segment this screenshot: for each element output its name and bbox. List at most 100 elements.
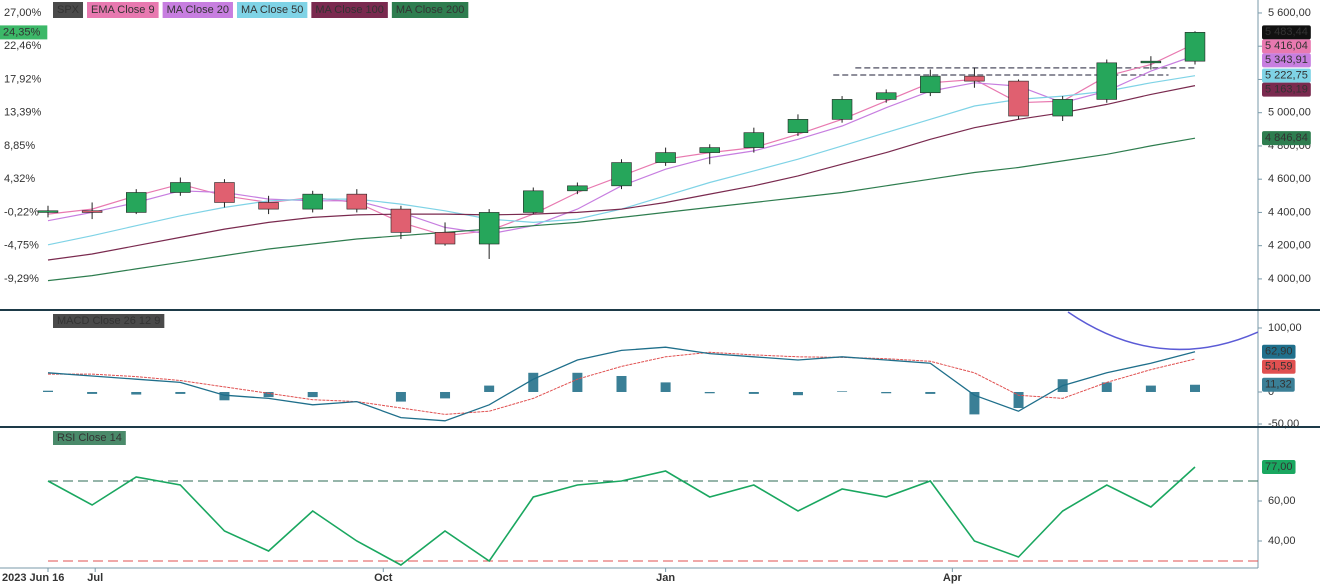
panel-title-bg [53, 431, 126, 445]
last-value-label: 5 163,19 [1265, 84, 1308, 96]
change-badge-bg [0, 25, 48, 40]
candle-body [655, 152, 676, 163]
last-value-label: 5 343,91 [1265, 54, 1308, 66]
candle-body [743, 132, 765, 148]
last-value-label: 5 483,44 [1265, 26, 1308, 38]
candle-body [920, 75, 941, 94]
candle-body [523, 190, 544, 213]
histogram-bar [219, 391, 230, 401]
legend-entry: SPX [57, 4, 80, 16]
histogram-bar [1145, 385, 1156, 392]
y-tick-label: 40,00 [1268, 535, 1296, 547]
histogram-bar [528, 372, 539, 392]
y2-tick-label: 17,92% [4, 73, 42, 85]
candle-body [1008, 80, 1029, 117]
histogram-bar [660, 382, 671, 392]
last-value-label-bg [1262, 82, 1311, 97]
candle-body [875, 92, 897, 100]
macd-line [47, 346, 1196, 422]
histogram-bar [837, 391, 848, 392]
candle-body [302, 193, 323, 210]
ma-line [47, 137, 1196, 282]
x-tick-label: Jul [87, 572, 103, 584]
panel-title-bg [53, 314, 165, 328]
histogram-bar [87, 391, 98, 394]
last-value-label-bg [1262, 344, 1296, 359]
legend-entry: EMA Close 9 [91, 4, 155, 16]
histogram-bar [395, 391, 406, 402]
drawing-arc [1067, 311, 1258, 351]
candle-body [699, 147, 720, 153]
last-value-label: 51,59 [1265, 361, 1293, 373]
last-value-label-bg [1262, 68, 1311, 83]
histogram-bar [881, 391, 892, 394]
candle-body [831, 99, 853, 120]
panel-title: RSI Close 14 [57, 432, 122, 444]
y-tick-label: 4 400,00 [1268, 206, 1311, 218]
histogram-bar [131, 391, 142, 395]
histogram-bar [925, 391, 936, 394]
histogram-bar [704, 391, 715, 394]
y2-tick-label: -0,22% [4, 206, 39, 218]
candle-body [258, 202, 279, 210]
y2-tick-label: -4,75% [4, 240, 39, 252]
histogram-bar [307, 391, 318, 398]
legend-entry: MA Close 20 [167, 4, 229, 16]
y2-tick-label: 8,85% [4, 140, 35, 152]
last-value-label-bg [1262, 359, 1296, 374]
y-tick-label: 4 200,00 [1268, 240, 1311, 252]
histogram-bar [1190, 384, 1200, 392]
candle-body [964, 75, 985, 82]
legend-bg [87, 2, 159, 18]
histogram-bar [175, 391, 186, 394]
candle-body [37, 210, 59, 213]
candle-body [1096, 62, 1117, 100]
legend-entry: MA Close 50 [241, 4, 303, 16]
y-tick-label: -50,00 [1268, 418, 1299, 430]
histogram-bar [1101, 382, 1112, 392]
legend-bg [162, 2, 233, 18]
last-value-label-bg [1262, 460, 1296, 474]
y-tick-label: 0 [1268, 386, 1274, 398]
y-tick-label: 60,00 [1268, 495, 1296, 507]
y2-tick-label: 22,46% [4, 40, 42, 52]
candle-body [81, 210, 103, 213]
histogram-bar [792, 391, 803, 396]
candle-body [1052, 99, 1073, 117]
y2-tick-label: 27,00% [4, 7, 42, 19]
y2-tick-label: -9,29% [4, 273, 39, 285]
last-value-label-bg [1262, 25, 1311, 40]
last-value-label: 5 416,04 [1265, 40, 1308, 52]
candle-body [611, 162, 632, 187]
y2-tick-label: 13,39% [4, 107, 42, 119]
histogram-bar [440, 391, 451, 399]
last-value-label: 11,32 [1265, 379, 1292, 391]
candle-body [214, 182, 235, 203]
last-value-label-bg [1262, 53, 1311, 68]
x-tick-label: Apr [943, 572, 963, 584]
ma-line [47, 85, 1196, 261]
last-value-label-bg [1262, 377, 1295, 392]
histogram-bar [748, 391, 759, 394]
x-tick-label: Jan [656, 572, 675, 584]
legend-bg [53, 2, 84, 18]
histogram-bar [1013, 391, 1024, 408]
histogram-bar [43, 390, 53, 392]
candle-body [1140, 60, 1162, 64]
histogram-bar [616, 375, 627, 392]
y-tick-label: 4 600,00 [1268, 173, 1311, 185]
y2-tick-label: 4,32% [4, 173, 35, 185]
y-tick-label: 4 000,00 [1268, 273, 1311, 285]
candle-body [1184, 32, 1206, 62]
signal-line [48, 351, 1196, 415]
candle-body [170, 182, 191, 193]
histogram-bar [484, 385, 495, 392]
y-tick-label: 5 000,00 [1268, 107, 1311, 119]
candle-body [787, 119, 809, 133]
y-tick-label: 5 600,00 [1268, 7, 1311, 19]
last-value-label-bg [1262, 131, 1311, 146]
y-tick-label: 100,00 [1268, 322, 1302, 334]
last-value-label: 4 846,84 [1265, 132, 1308, 144]
ma-line [47, 42, 1196, 237]
legend-bg [311, 2, 388, 18]
